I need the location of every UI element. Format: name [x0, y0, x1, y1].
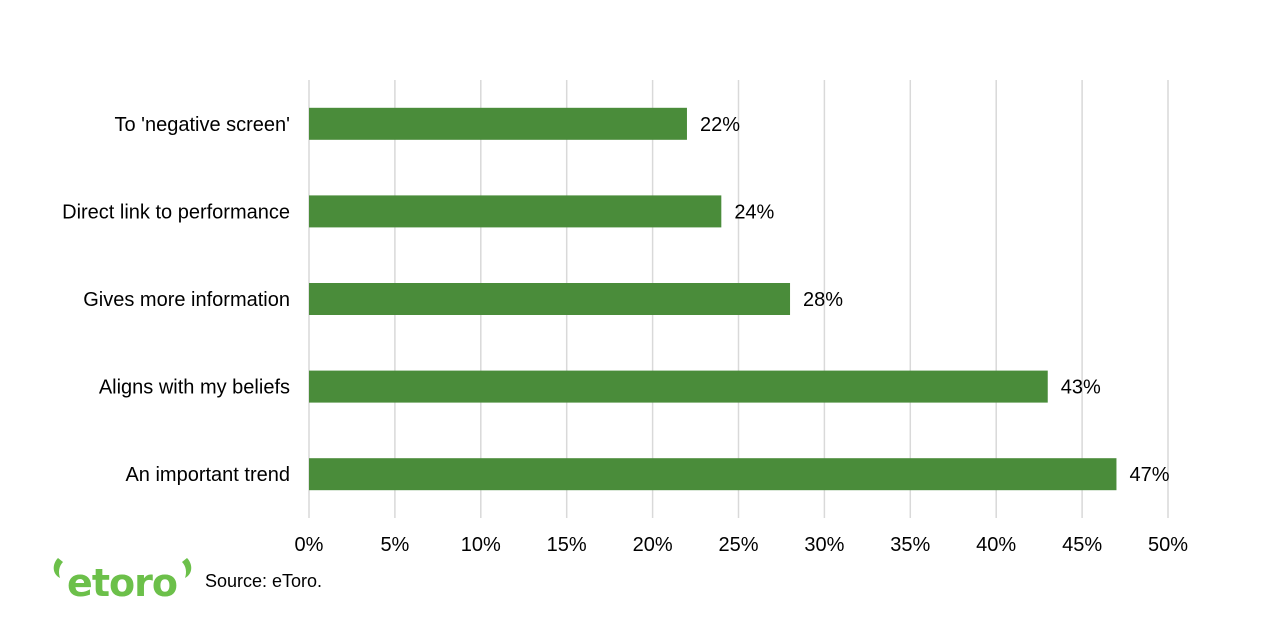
category-label: Direct link to performance: [62, 201, 290, 223]
bar: [309, 370, 1048, 403]
svg-text:etoro: etoro: [67, 561, 177, 602]
etoro-logo: etoro: [53, 558, 192, 602]
x-tick-label: 35%: [890, 534, 930, 556]
x-tick-label: 15%: [547, 534, 587, 556]
category-label: Aligns with my beliefs: [99, 377, 290, 399]
bar: [309, 458, 1117, 491]
bar: [309, 107, 687, 140]
category-label: To 'negative screen': [114, 114, 290, 136]
footer: etoro Source: eToro.: [50, 552, 322, 602]
x-tick-label: 10%: [461, 534, 501, 556]
bars: [309, 107, 1117, 491]
data-label: 22%: [700, 114, 740, 136]
source-note: Source: eToro.: [205, 570, 323, 591]
x-tick-label: 50%: [1148, 534, 1188, 556]
x-tick-label: 40%: [976, 534, 1016, 556]
x-tick-label: 45%: [1062, 534, 1102, 556]
labels: 0% 5% 10% 15% 20% 25% 30% 35% 40% 45% 50% To 'negat…: [62, 114, 1188, 556]
x-tick-label: 0%: [295, 534, 324, 556]
x-tick-label: 5%: [380, 534, 409, 556]
bar-chart: 0% 5% 10% 15% 20% 25% 30% 35% 40% 45% 50% To 'negat…: [62, 80, 1188, 556]
x-tick-label: 20%: [633, 534, 673, 556]
data-label: 47%: [1129, 464, 1169, 486]
data-label: 43%: [1061, 377, 1101, 399]
category-label: An important trend: [125, 464, 290, 486]
category-label: Gives more information: [83, 289, 290, 311]
data-label: 28%: [803, 289, 843, 311]
bar: [309, 283, 791, 315]
data-label: 24%: [734, 201, 774, 223]
bar: [309, 195, 722, 228]
x-tick-label: 30%: [804, 534, 844, 556]
x-tick-label: 25%: [718, 534, 758, 556]
